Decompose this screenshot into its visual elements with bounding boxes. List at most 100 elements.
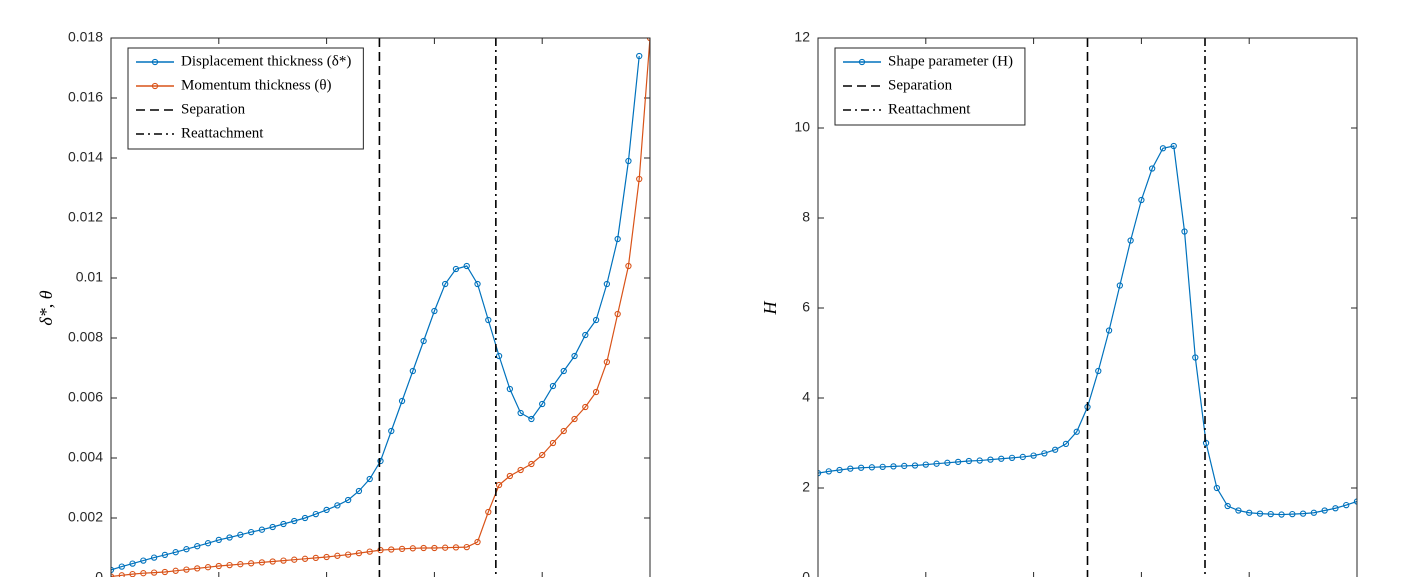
marker bbox=[118, 563, 125, 570]
y-tick-label: 4 bbox=[802, 389, 810, 405]
marker bbox=[183, 546, 190, 553]
marker bbox=[452, 544, 460, 551]
marker bbox=[420, 544, 427, 552]
legend-marker bbox=[858, 58, 866, 66]
marker bbox=[474, 280, 481, 288]
marker bbox=[603, 358, 611, 366]
y-tick-label: 8 bbox=[802, 209, 810, 225]
marker bbox=[560, 427, 567, 435]
legend-box bbox=[834, 47, 1026, 126]
y-tick-label: 0.016 bbox=[68, 89, 103, 105]
marker bbox=[485, 316, 492, 324]
y-tick-label: 0.012 bbox=[68, 209, 103, 225]
marker bbox=[954, 458, 962, 466]
legend-label: Separation bbox=[888, 77, 953, 93]
marker bbox=[172, 567, 179, 574]
marker bbox=[194, 565, 201, 572]
y-axis-label: H bbox=[760, 301, 780, 316]
y-tick-label: 0.004 bbox=[68, 449, 103, 465]
marker bbox=[161, 568, 169, 576]
marker bbox=[1116, 282, 1123, 289]
plot-area bbox=[111, 38, 650, 577]
marker bbox=[323, 553, 330, 561]
marker bbox=[118, 572, 125, 577]
marker bbox=[1202, 439, 1210, 447]
marker bbox=[582, 331, 589, 339]
marker bbox=[857, 464, 865, 471]
marker bbox=[1289, 510, 1296, 518]
marker bbox=[150, 554, 158, 561]
marker bbox=[204, 564, 212, 571]
marker bbox=[1170, 142, 1177, 150]
marker bbox=[506, 385, 514, 393]
marker bbox=[247, 560, 255, 567]
marker bbox=[291, 517, 298, 525]
marker bbox=[463, 543, 470, 551]
marker bbox=[366, 475, 373, 483]
marker bbox=[539, 451, 546, 459]
marker bbox=[398, 397, 406, 405]
marker bbox=[976, 457, 983, 464]
marker bbox=[1246, 509, 1253, 516]
legend-label: Displacement thickness (δ*) bbox=[181, 53, 351, 69]
marker bbox=[377, 457, 384, 465]
marker bbox=[1343, 501, 1350, 509]
y-tick-label: 0.01 bbox=[76, 269, 103, 285]
marker bbox=[614, 235, 621, 243]
marker bbox=[1299, 510, 1307, 517]
marker bbox=[1008, 454, 1016, 461]
marker bbox=[1052, 446, 1059, 453]
marker bbox=[614, 310, 621, 318]
y-tick-label: 0.006 bbox=[68, 389, 103, 405]
legend-box bbox=[127, 47, 364, 150]
marker bbox=[922, 461, 929, 468]
marker bbox=[825, 468, 832, 475]
marker bbox=[452, 265, 460, 273]
marker bbox=[911, 462, 919, 469]
marker bbox=[560, 367, 567, 375]
marker bbox=[1310, 509, 1318, 516]
marker bbox=[291, 556, 298, 563]
marker bbox=[528, 415, 535, 423]
marker bbox=[592, 388, 600, 396]
marker bbox=[398, 545, 406, 553]
series-line bbox=[111, 38, 650, 577]
marker bbox=[388, 546, 395, 553]
marker bbox=[431, 307, 438, 315]
marker bbox=[636, 175, 643, 183]
marker bbox=[442, 544, 449, 551]
marker bbox=[194, 543, 201, 550]
marker bbox=[215, 562, 222, 570]
marker bbox=[377, 546, 384, 554]
marker bbox=[409, 545, 416, 552]
marker bbox=[140, 557, 147, 564]
y-tick-label: 0 bbox=[802, 569, 810, 577]
marker bbox=[1321, 507, 1328, 514]
marker bbox=[1105, 327, 1113, 334]
legend-label: Reattachment bbox=[181, 125, 264, 141]
marker bbox=[1019, 453, 1026, 461]
panel: 0 2 4 6 8 10 12 H Shape parameter (H) Separation R… bbox=[760, 29, 1358, 577]
marker bbox=[1095, 367, 1102, 375]
y-tick-label: 0.002 bbox=[68, 509, 103, 525]
marker bbox=[549, 439, 557, 447]
marker bbox=[987, 456, 994, 463]
marker bbox=[129, 560, 136, 567]
marker bbox=[592, 316, 600, 324]
marker bbox=[1224, 502, 1231, 510]
marker bbox=[323, 506, 330, 514]
marker bbox=[247, 528, 255, 536]
marker bbox=[215, 536, 222, 544]
axes-box bbox=[110, 37, 651, 577]
y-tick-label: 0.008 bbox=[68, 329, 103, 345]
marker bbox=[528, 460, 535, 468]
marker bbox=[269, 523, 276, 531]
marker bbox=[495, 481, 503, 489]
marker bbox=[549, 382, 557, 390]
marker bbox=[334, 552, 341, 559]
marker bbox=[868, 464, 876, 471]
marker bbox=[879, 463, 886, 470]
legend-marker bbox=[151, 82, 159, 90]
marker bbox=[1181, 228, 1188, 235]
marker bbox=[226, 534, 233, 541]
